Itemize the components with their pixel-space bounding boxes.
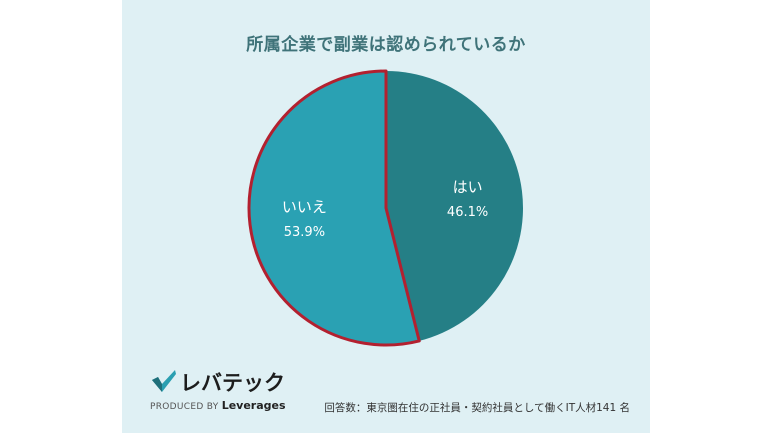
company-name: Leverages [221,399,286,412]
pie-chart: はい 46.1% いいえ 53.9% [247,69,523,347]
slice-label: はい [453,178,483,196]
slice-label: いいえ [282,198,327,216]
slice-value-label: 53.9% [284,225,325,240]
respondent-note: 回答数：東京圏在住の正社員・契約社員として働くIT人材141 名 [324,402,630,414]
slice-highlight-outline [247,69,421,347]
chart-title: 所属企業で副業は認められているか [246,35,526,55]
pie-slice-no [248,71,420,346]
produced-by-text: PRODUCED BY [150,402,219,412]
logo-name: レバテック [180,371,285,395]
levtech-logo: レバテック PRODUCED BY Leverages [150,368,300,414]
chart-panel: 所属企業で副業は認められているか はい 46.1% いいえ 53.9% レバテック P… [122,0,650,433]
logo-produced-by: PRODUCED BY Leverages [150,399,286,412]
pie-slice-yes [386,71,523,341]
check-logo-icon [152,370,176,392]
slice-value-label: 46.1% [447,205,488,220]
